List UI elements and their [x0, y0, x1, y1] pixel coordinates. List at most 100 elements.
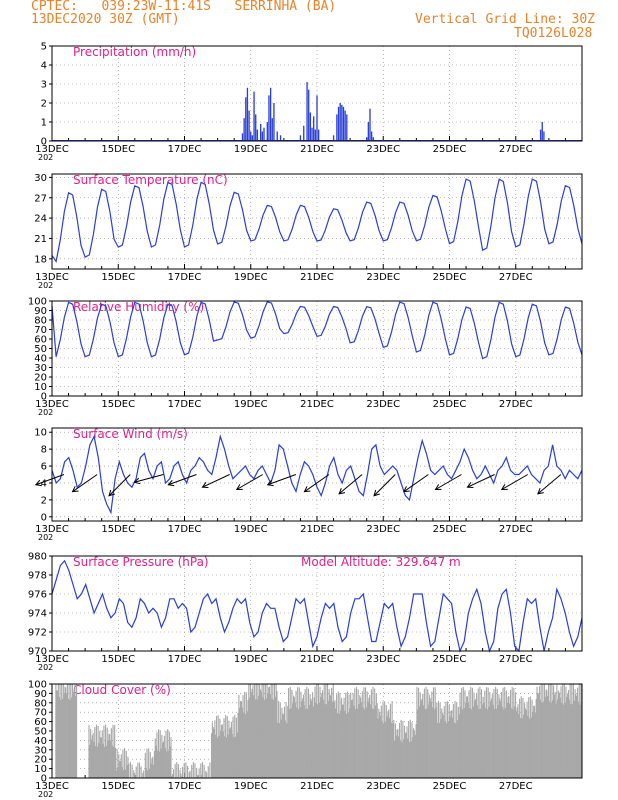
cloud-bar [543, 684, 546, 778]
cloud-bar [354, 688, 356, 778]
precip-bar [543, 131, 545, 141]
x-tick-label: 23DEC [366, 781, 400, 792]
cloud-bar [577, 701, 579, 778]
cloud-bar [294, 702, 296, 778]
cloud-bar [365, 687, 367, 778]
y-tick-label: 4 [41, 61, 47, 72]
cloud-bar [143, 770, 145, 778]
cloud-bar [117, 767, 119, 778]
x-tick-label: 25DEC [433, 524, 467, 535]
cloud-bar [120, 754, 122, 778]
cloud-bar [529, 696, 531, 778]
cloud-bar [252, 685, 254, 778]
y-tick-label: 8 [41, 445, 47, 456]
cloud-bar [384, 701, 386, 778]
y-tick-label: 972 [28, 628, 47, 639]
cloud-bar [577, 687, 579, 778]
x-tick-label: 25DEC [433, 272, 467, 283]
wind-arrow [236, 474, 264, 490]
cloud-bar [338, 713, 340, 778]
cloud-bar [257, 684, 259, 778]
cloud-bar [220, 731, 222, 778]
cloud-bar [69, 699, 71, 778]
wind-arrow [202, 474, 230, 488]
cloud-bar [466, 696, 469, 778]
cloud-bar [307, 708, 309, 778]
precip-bar [306, 82, 308, 141]
cloud-bar [562, 704, 565, 778]
cloud-bar [309, 694, 311, 778]
wind-arrow [537, 474, 562, 495]
cloud-bar [475, 698, 477, 778]
cloud-bar [328, 688, 330, 778]
cloud-bar [389, 703, 392, 778]
cloud-bar [200, 763, 202, 778]
cloud-bar [88, 724, 90, 778]
precip-bar [266, 122, 268, 141]
cloud-bar [185, 762, 187, 778]
wind-arrow-head [133, 477, 141, 485]
cloud-bar [434, 687, 436, 778]
cloud-bar [398, 722, 401, 778]
cloud-bar [465, 703, 467, 778]
cloud-bar [259, 689, 261, 778]
cloud-bar [297, 709, 300, 778]
cloud-bar [350, 692, 352, 778]
panel-2: 18 21 24 27 30 Surface Temperature (nC) 13DEC 1… [34, 173, 583, 290]
cloud-bar [300, 691, 302, 778]
x-tick-label: 17DEC [168, 654, 202, 665]
cloud-bar [404, 733, 406, 778]
cloud-bar [567, 690, 570, 778]
cloud-bar [206, 772, 208, 778]
cloud-bar [393, 720, 395, 778]
x-tick-year: 202 [38, 153, 53, 162]
cloud-bar [281, 707, 283, 778]
cloud-bar [332, 684, 334, 778]
cloud-bar [153, 764, 155, 778]
cloud-bar [329, 694, 331, 778]
cloud-bar [238, 694, 240, 778]
cloud-bar [331, 701, 334, 778]
cloud-bar [172, 773, 174, 778]
cloud-bar [181, 776, 183, 778]
cloud-bar [490, 701, 492, 778]
cloud-bar [216, 737, 218, 778]
cloud-bar [158, 751, 160, 778]
cloud-bar [412, 737, 414, 778]
cloud-bar [302, 694, 305, 778]
cloud-bar [568, 699, 570, 778]
cloud-bar [476, 705, 478, 778]
cloud-bar [167, 729, 169, 778]
cloud-bar [325, 684, 327, 778]
cloud-bar [99, 731, 101, 778]
precip-bar [317, 129, 320, 141]
cloud-bar [157, 750, 159, 778]
cloud-bar [291, 689, 293, 778]
x-tick-label: 17DEC [168, 781, 202, 792]
y-tick-label: 3 [41, 80, 47, 91]
cloud-bar [423, 688, 425, 778]
cloud-bar [250, 691, 252, 778]
cloud-bar [560, 686, 562, 778]
cloud-bar [480, 689, 483, 778]
precip-bar [311, 127, 313, 141]
cloud-bar [458, 714, 460, 778]
cloud-bar [491, 694, 493, 778]
cloud-bar [320, 697, 322, 778]
precip-bar [339, 103, 341, 141]
x-tick-label: 25DEC [433, 654, 467, 665]
cloud-bar [559, 697, 561, 778]
precip-bar [273, 103, 275, 141]
cloud-bar [405, 732, 407, 778]
cloud-bar [201, 762, 204, 778]
x-tick-label: 21DEC [300, 144, 334, 155]
wind-arrow [403, 474, 429, 493]
cloud-bar [288, 709, 290, 778]
cloud-bar [477, 688, 479, 778]
cloud-bar [490, 698, 493, 778]
cloud-bar [243, 712, 245, 778]
cloud-bar [495, 686, 497, 778]
cloud-bar [517, 704, 519, 778]
cloud-bar [533, 705, 536, 778]
cloud-bar [478, 708, 480, 778]
